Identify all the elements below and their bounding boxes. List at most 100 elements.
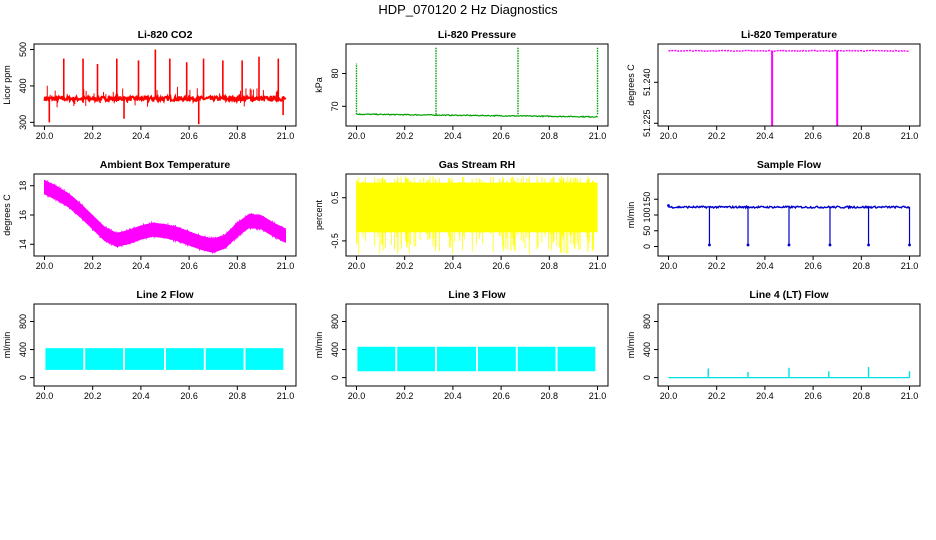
x-tick-label: 20.4 <box>756 131 774 141</box>
x-tick-label: 20.2 <box>396 131 414 141</box>
spike-point <box>787 243 791 247</box>
series-line <box>668 204 911 210</box>
y-axis-label: ml/min <box>626 202 636 229</box>
y-tick-label: 16 <box>18 210 28 220</box>
y-tick-label: 300 <box>18 115 28 130</box>
y-axis-label: ml/min <box>626 332 636 359</box>
figure-title: HDP_070120 2 Hz Diagnostics <box>378 2 558 17</box>
data-series <box>356 176 598 255</box>
x-tick-label: 21.0 <box>589 261 607 271</box>
panel-4: Ambient Box Temperature degrees C 20.0 20.2… <box>2 159 297 271</box>
y-tick-label: 18 <box>18 181 28 191</box>
y-tick-label: 100 <box>642 207 652 222</box>
spike-point <box>828 243 832 247</box>
data-series <box>355 47 599 118</box>
x-tick-label: 20.2 <box>84 391 102 401</box>
flow-block <box>357 346 396 372</box>
x-tick-label: 20.8 <box>229 261 247 271</box>
panel-title: Ambient Box Temperature <box>100 159 231 171</box>
x-tick-label: 20.2 <box>708 261 726 271</box>
data-series <box>45 348 284 370</box>
panel-title: Sample Flow <box>757 159 822 171</box>
y-tick-label: 150 <box>642 192 652 207</box>
x-tick-label: 20.0 <box>348 261 366 271</box>
panel-2: Li-820 Pressure kPa 20.0 20.2 20.4 20.6 20.8 21… <box>314 29 609 141</box>
y-tick-label: 0 <box>330 375 340 380</box>
x-tick-label: 20.6 <box>492 391 510 401</box>
x-tick-label: 21.0 <box>277 391 295 401</box>
y-tick-label: 400 <box>18 78 28 93</box>
plot-frame <box>33 43 297 127</box>
y-axis-label: degrees C <box>626 64 636 106</box>
x-tick-label: 20.8 <box>229 391 247 401</box>
x-tick-label: 20.6 <box>492 131 510 141</box>
x-tick-label: 21.0 <box>589 391 607 401</box>
y-axis-label: Licor ppm <box>2 65 12 105</box>
x-tick-label: 21.0 <box>277 261 295 271</box>
flow-block <box>124 348 165 370</box>
x-tick-label: 20.2 <box>84 131 102 141</box>
x-tick-label: 20.6 <box>804 391 822 401</box>
x-tick-label: 21.0 <box>901 131 919 141</box>
x-tick-label: 20.8 <box>853 131 871 141</box>
series-line <box>356 113 598 118</box>
spike-point <box>746 243 750 247</box>
x-tick-label: 20.8 <box>229 131 247 141</box>
x-tick-label: 20.0 <box>348 131 366 141</box>
x-tick-label: 20.2 <box>84 261 102 271</box>
x-tick-label: 21.0 <box>277 131 295 141</box>
plot-frame <box>345 173 609 257</box>
x-tick-label: 20.8 <box>541 391 559 401</box>
data-series <box>667 204 911 247</box>
x-tick-label: 20.6 <box>180 391 198 401</box>
panel-5: Gas Stream RH percent 20.0 20.2 20.4 20.6 20.8… <box>314 159 609 271</box>
flow-block <box>85 348 124 370</box>
flow-block <box>477 346 516 372</box>
x-tick-label: 20.2 <box>396 261 414 271</box>
spike-point <box>708 243 711 247</box>
x-tick-label: 20.4 <box>132 131 150 141</box>
x-tick-label: 20.4 <box>132 261 150 271</box>
x-tick-label: 20.6 <box>180 261 198 271</box>
panel-9: Line 4 (LT) Flow ml/min 20.0 20.2 20.4 20.6 20… <box>626 289 921 401</box>
plot-frame <box>345 303 609 387</box>
x-tick-label: 20.0 <box>660 261 678 271</box>
y-tick-label: 800 <box>642 314 652 329</box>
panel-title: Gas Stream RH <box>439 159 515 171</box>
flow-block <box>245 348 284 370</box>
y-tick-label: 400 <box>642 342 652 357</box>
panel-title: Line 2 Flow <box>136 289 194 301</box>
y-axis-label: ml/min <box>2 332 12 359</box>
panel-title: Li-820 Pressure <box>438 29 516 41</box>
flow-block <box>397 346 436 372</box>
x-tick-label: 21.0 <box>901 391 919 401</box>
x-tick-label: 20.6 <box>804 131 822 141</box>
data-series <box>44 179 286 254</box>
x-tick-label: 20.0 <box>348 391 366 401</box>
series-line <box>668 49 910 53</box>
x-tick-label: 20.4 <box>444 131 462 141</box>
panel-7: Line 2 Flow ml/min 20.0 20.2 20.4 20.6 20.8 21.… <box>2 289 297 401</box>
x-tick-label: 20.2 <box>708 131 726 141</box>
x-tick-label: 20.2 <box>708 391 726 401</box>
y-tick-label: 50 <box>642 226 652 236</box>
y-tick-label: 0 <box>642 244 652 249</box>
data-series <box>357 346 596 372</box>
y-axis-label: ml/min <box>314 332 324 359</box>
x-tick-label: 20.8 <box>541 131 559 141</box>
x-tick-label: 20.2 <box>396 391 414 401</box>
x-tick-label: 20.8 <box>853 261 871 271</box>
x-tick-label: 20.4 <box>756 391 774 401</box>
spike-point <box>908 243 911 247</box>
x-tick-label: 20.6 <box>180 131 198 141</box>
flow-block <box>45 348 84 370</box>
y-tick-label: 800 <box>18 314 28 329</box>
data-series <box>668 367 911 379</box>
x-tick-label: 20.0 <box>36 131 54 141</box>
x-tick-label: 20.0 <box>36 391 54 401</box>
x-tick-label: 20.0 <box>660 131 678 141</box>
x-tick-label: 20.0 <box>660 391 678 401</box>
y-tick-label: -0.5 <box>330 233 340 249</box>
y-tick-label: 70 <box>330 101 340 111</box>
y-tick-label: 80 <box>330 69 340 79</box>
